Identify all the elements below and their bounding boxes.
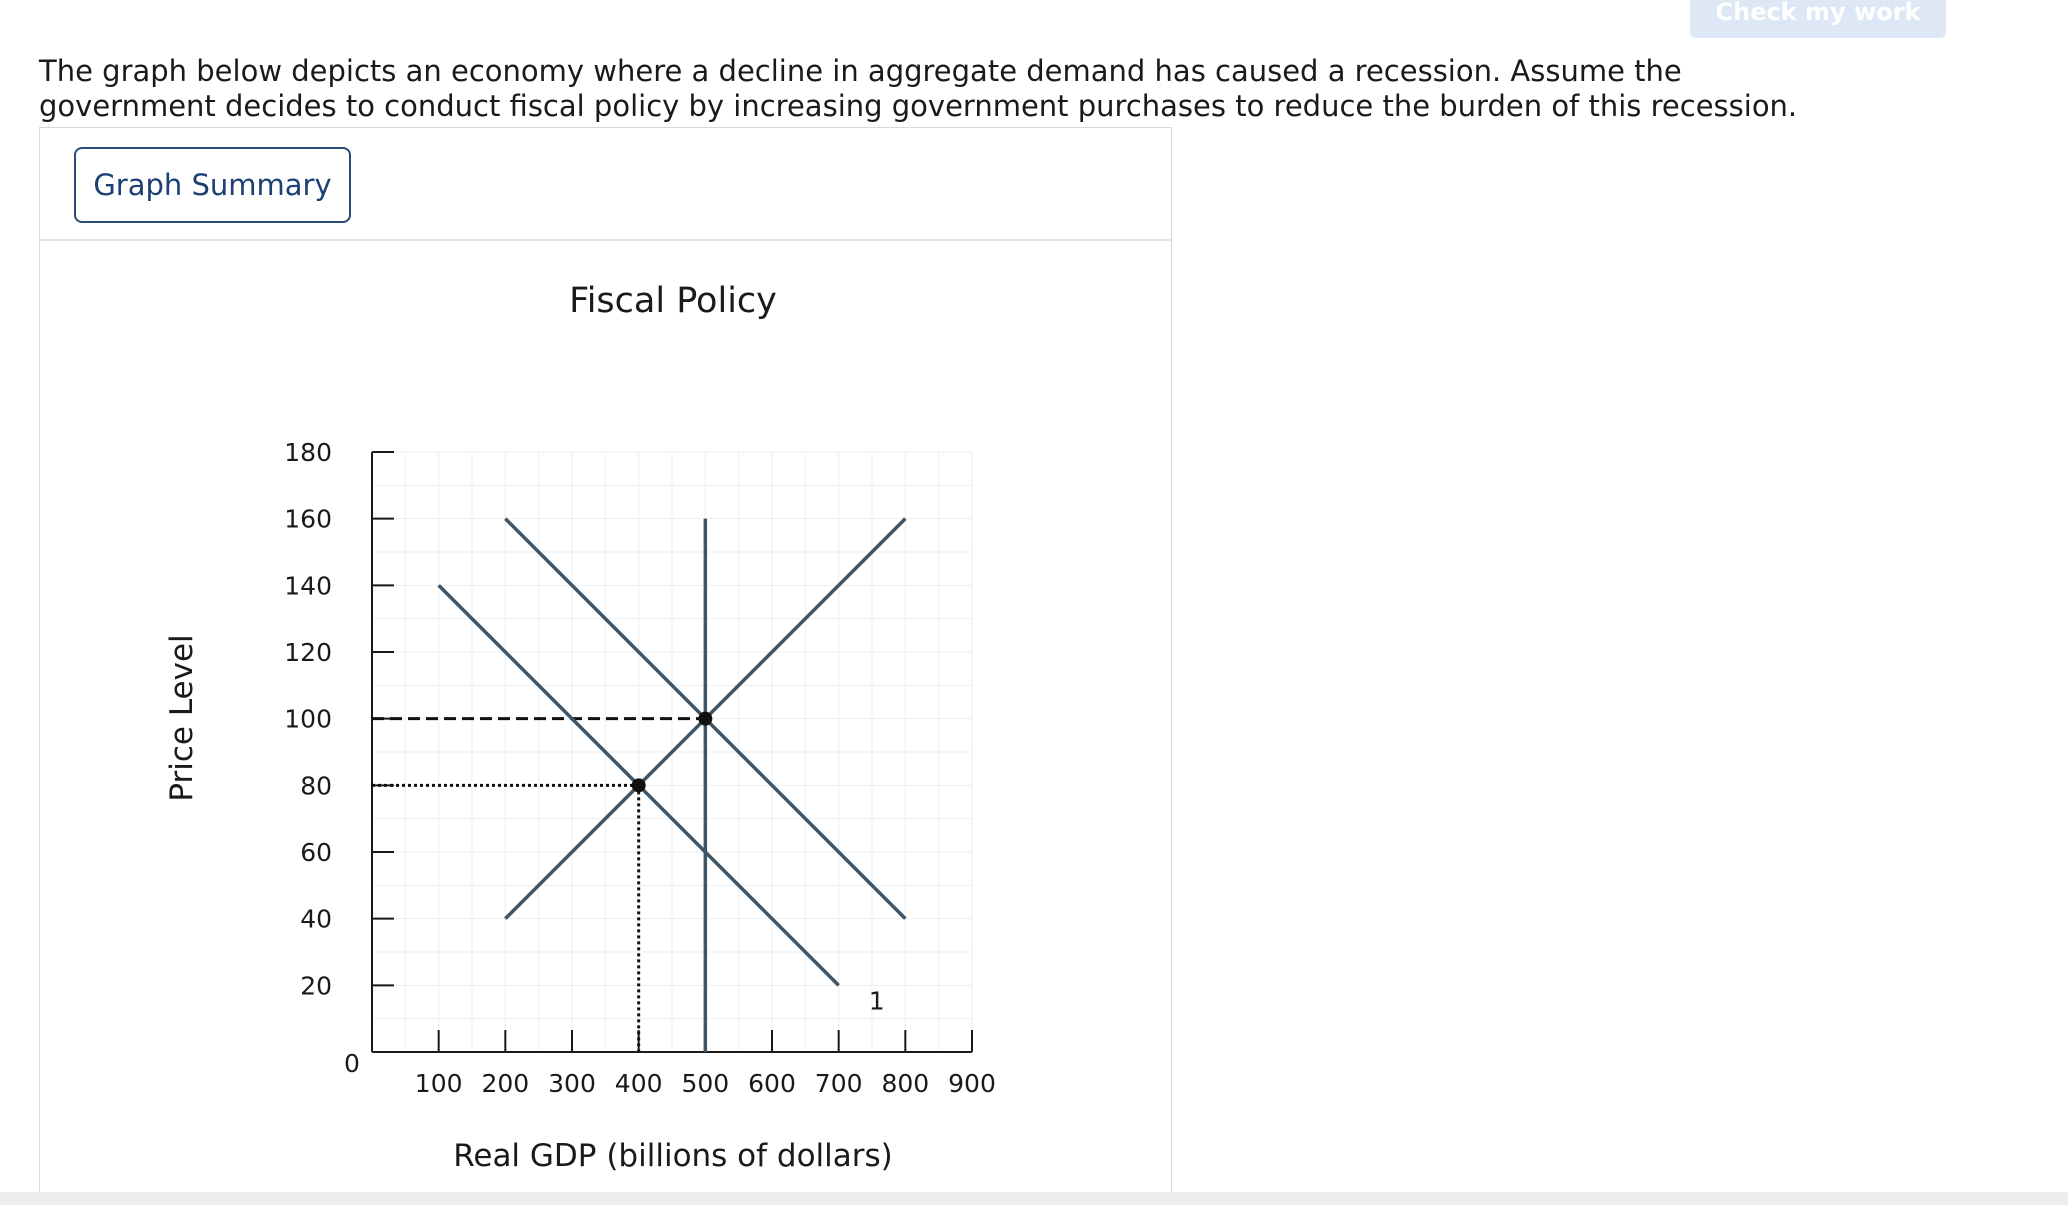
equilibrium-point: [631, 778, 646, 793]
y-tick-label: 100: [284, 705, 332, 734]
x-tick-label: 700: [815, 1069, 863, 1098]
graph-summary-button[interactable]: Graph Summary: [74, 147, 351, 223]
x-tick-label: 500: [681, 1069, 729, 1098]
y-tick-label: 40: [300, 905, 332, 934]
x-tick-label: 400: [615, 1069, 663, 1098]
x-tick-label: 300: [548, 1069, 596, 1098]
origin-label: 0: [344, 1049, 360, 1078]
check-my-work-button[interactable]: Check my work: [1690, 0, 1946, 38]
graph-panel-header: Graph Summary: [40, 128, 1171, 241]
x-tick-label: 600: [748, 1069, 796, 1098]
y-axis-label: Price Level: [164, 634, 200, 801]
y-tick-label: 180: [284, 438, 332, 467]
x-axis-label: Real GDP (billions of dollars): [453, 1138, 893, 1174]
y-tick-label: 80: [300, 771, 332, 800]
graph-panel: Graph Summary: [39, 127, 1172, 1205]
x-tick-label: 800: [881, 1069, 929, 1098]
y-tick-label: 120: [284, 638, 332, 667]
x-tick-label: 100: [415, 1069, 463, 1098]
series-label: 1: [869, 986, 885, 1015]
y-tick-label: 140: [284, 571, 332, 600]
question-text: The graph below depicts an economy where…: [39, 54, 1798, 123]
x-tick-label: 200: [481, 1069, 529, 1098]
x-tick-label: 900: [948, 1069, 996, 1098]
y-tick-label: 20: [300, 971, 332, 1000]
equilibrium-point: [698, 711, 713, 726]
bottom-bar: [0, 1192, 2068, 1205]
y-tick-label: 160: [284, 505, 332, 534]
chart-title: Fiscal Policy: [569, 281, 777, 321]
y-tick-label: 60: [300, 838, 332, 867]
